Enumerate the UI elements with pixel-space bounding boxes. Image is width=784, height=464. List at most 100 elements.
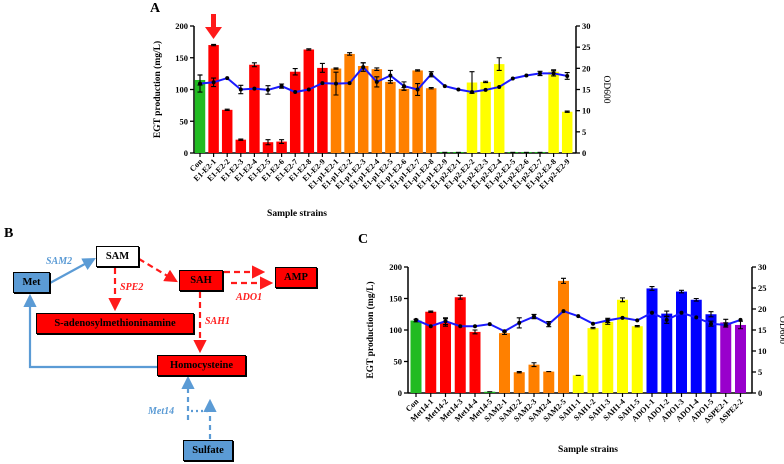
od600-point [620,315,625,320]
od600-point [320,81,325,86]
bar-Met14-4 [469,331,481,393]
error-bar [457,294,463,300]
od600-point [561,309,566,314]
y-tick-label: 100 [175,85,188,95]
od600-point [415,87,420,92]
od600-point [458,324,463,329]
od600-point [483,87,488,92]
y-axis-title: EGT production (mg/L) [365,281,376,378]
error-bar [679,289,684,294]
od600-point [546,322,551,327]
bar-E1-p1-E2-8 [425,88,437,153]
y2-tick-label: 30 [758,262,767,272]
pathway-arrows [23,257,274,439]
bar-E1-E2-1 [208,45,219,153]
od600-point [605,318,610,323]
y2-tick-label: 10 [758,346,767,356]
x-axis-title: Sample strains [267,209,327,219]
error-bar [211,43,217,47]
od600-point [510,76,515,81]
arrow-hcy-to-met [23,293,157,369]
bar-Met14-5 [484,391,496,393]
bar-E1-E2-8 [303,49,315,154]
bar-SAH1-3 [602,321,614,393]
od600-point [443,319,448,324]
error-bar [483,80,489,84]
od600-point [664,317,669,322]
od600-point [347,81,352,86]
y2-tick-label: 5 [582,127,586,137]
error-bar [561,277,566,284]
od600-point [402,84,406,89]
node-sah: SAH [179,270,223,291]
error-bar [428,310,434,313]
error-bar [292,67,298,76]
panel-label-c: C [358,232,369,247]
bar-E1-E2-2 [221,109,233,153]
y-tick-label: 100 [389,325,402,335]
od600-point [532,314,536,319]
error-bar [306,48,312,51]
od600-point [225,76,230,81]
bar-E1-p2-E2-4 [493,64,505,153]
od600-point [374,79,379,84]
bar-E1-p1-E2-3 [357,66,369,153]
bar-SAM2-2 [513,372,525,393]
y2-tick-label: 0 [758,388,762,398]
bar-ADO1-3 [676,291,687,393]
od600-point [565,73,570,78]
od600-point [456,87,461,92]
y-tick-label: 150 [175,53,188,63]
od600-point [487,322,492,327]
bar-ΔSPE2-1 [720,322,732,393]
od600-point [709,321,713,326]
bar-ADO1-1 [646,288,658,393]
bar-ADO1-5 [705,314,717,393]
error-bar [238,138,244,141]
node-sam: SAM [96,246,139,267]
error-bar [279,139,285,145]
y2-tick-label: 15 [582,85,591,95]
bar-E1-p1-E2-7 [412,70,423,153]
error-bar [708,311,714,318]
error-bar [634,325,640,328]
error-bar [564,110,570,113]
error-bar [620,297,625,303]
chart-a: 050100150200051015202530ConE1-E2-1E1-E2-… [152,21,611,219]
node-sulfate: Sulfate [183,440,233,461]
od600-point [635,318,640,323]
y2-axis-title: OD600 [777,316,784,344]
bar-E1-p1-E2-1 [330,68,342,153]
error-bar [693,297,699,302]
od600-point [591,321,595,326]
od600-point [279,84,284,89]
od600-point [738,317,743,322]
bar-SAM2-4 [543,371,555,393]
bar-E1-p1-E2-2 [344,53,355,153]
y2-axis-title: OD600 [601,76,611,104]
bar-E1-E2-3 [235,139,247,153]
error-bar [649,285,655,291]
bar-E1-E2-4 [249,64,260,153]
error-bar [319,62,325,73]
error-bar [415,69,421,72]
od600-point [252,86,257,91]
od600-point [473,324,477,329]
od600-point [428,324,433,329]
enzyme-sam2: SAM2 [46,256,73,267]
od600-point [293,90,298,95]
highlight-arrow-icon [205,14,222,39]
y2-tick-label: 15 [758,325,767,335]
od600-point [551,71,556,76]
enzyme-ado1: ADO1 [236,292,263,303]
bar-E1-p2-E2-9 [561,111,573,153]
y-tick-label: 150 [389,294,402,304]
od600-point [442,84,447,89]
node-amp: AMP [275,267,317,288]
od600-point [502,329,507,334]
y2-tick-label: 20 [582,63,591,73]
node-met: Met [13,272,50,293]
error-bar [531,362,537,368]
enzyme-sah1: SAH1 [205,316,231,327]
